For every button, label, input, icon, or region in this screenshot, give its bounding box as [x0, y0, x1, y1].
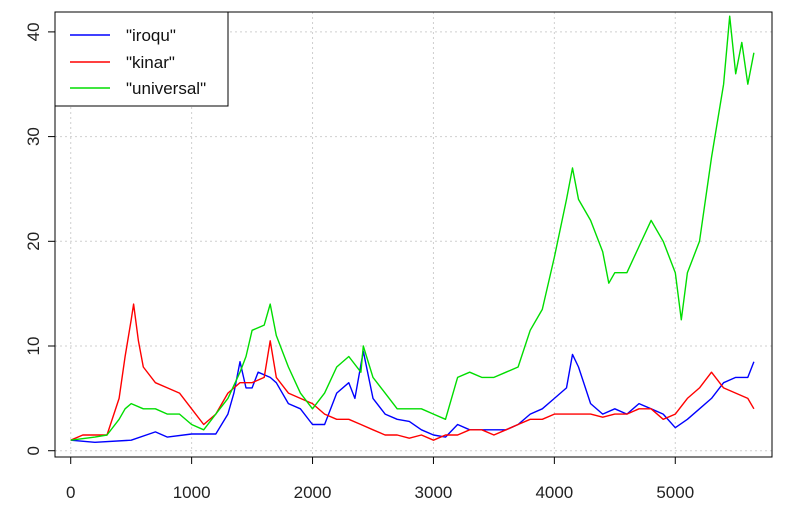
x-tick-label: 5000 [656, 483, 694, 502]
legend-label-kinar: "kinar" [126, 53, 175, 72]
x-tick-label: 1000 [173, 483, 211, 502]
x-tick-label: 0 [66, 483, 75, 502]
legend: "iroqu" "kinar" "universal" [54, 11, 229, 107]
grid [55, 12, 772, 457]
y-tick-label: 20 [24, 232, 43, 251]
plot-frame [54, 11, 773, 458]
y-tick-label: 40 [24, 22, 43, 41]
y-tick-label: 10 [24, 337, 43, 356]
x-tick-label: 3000 [415, 483, 453, 502]
axes: 0 1000 2000 3000 4000 5000 0 10 20 30 40 [24, 22, 694, 502]
legend-label-iroqu: "iroqu" [126, 26, 176, 45]
series-line-universal [70, 15, 755, 441]
legend-box [54, 11, 229, 107]
series-line-iroqu [70, 350, 755, 443]
series-lines [70, 15, 755, 443]
legend-label-universal: "universal" [126, 79, 206, 98]
series-line-kinar [70, 303, 755, 441]
y-tick-label: 0 [24, 446, 43, 455]
x-tick-label: 4000 [535, 483, 573, 502]
x-tick-label: 2000 [294, 483, 332, 502]
y-tick-label: 30 [24, 127, 43, 146]
